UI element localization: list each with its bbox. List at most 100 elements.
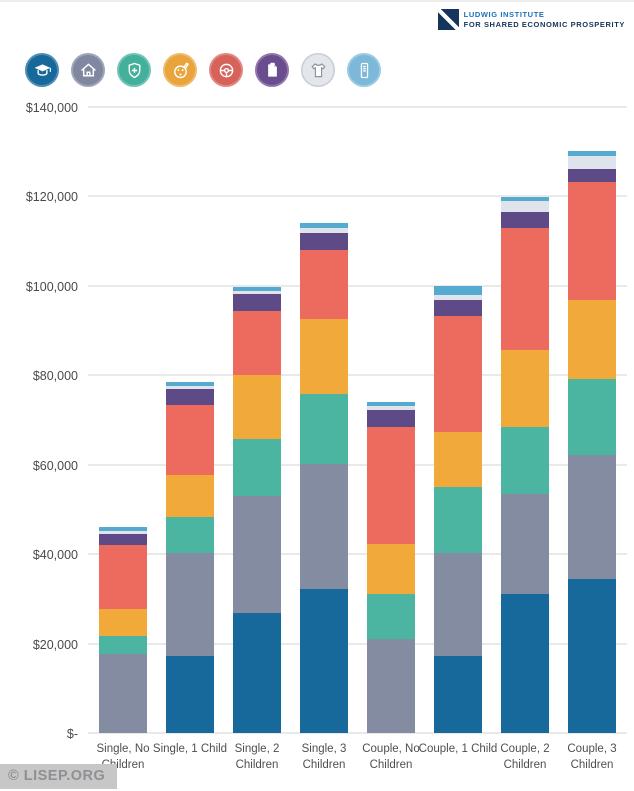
bar-segment-food-misc-orange bbox=[233, 375, 281, 439]
y-tick-label: $80,000 bbox=[32, 369, 78, 384]
bar-segment-healthcare bbox=[166, 516, 214, 554]
lisep-logo: LUDWIG INSTITUTE FOR SHARED ECONOMIC PRO… bbox=[437, 9, 625, 30]
bar-segment-misc-purple bbox=[300, 232, 348, 250]
bar-single-1-child bbox=[166, 107, 214, 733]
bar-segment-technology bbox=[434, 285, 482, 295]
bar-segment-misc-purple bbox=[568, 168, 616, 182]
gridline bbox=[88, 195, 627, 198]
bar-segment-childcare-education bbox=[501, 593, 549, 733]
bar-segment-healthcare bbox=[233, 438, 281, 497]
bar-segment-clothing bbox=[166, 386, 214, 389]
logo-line1: LUDWIG INSTITUTE bbox=[463, 9, 545, 19]
x-tick-label: Single, 3 Children bbox=[301, 743, 347, 772]
bar-segment-transportation bbox=[99, 545, 147, 609]
shield-cross-icon bbox=[117, 53, 151, 87]
bar-segment-childcare-education bbox=[434, 655, 482, 733]
bar-segment-transportation bbox=[568, 181, 616, 300]
y-tick-label: $40,000 bbox=[32, 548, 78, 563]
x-tick-label: Couple, 2 Children bbox=[500, 743, 550, 772]
bar-segment-transportation bbox=[367, 427, 415, 545]
gridline bbox=[88, 106, 627, 108]
bar-segment-transportation bbox=[300, 249, 348, 320]
bar-segment-housing bbox=[434, 553, 482, 656]
bar-segment-childcare-education bbox=[233, 612, 281, 733]
plot-area bbox=[88, 106, 627, 734]
y-tick-label: $120,000 bbox=[25, 190, 78, 205]
bar-segment-technology bbox=[233, 286, 281, 291]
bar-couple-1-child bbox=[434, 107, 482, 733]
bar-segment-housing bbox=[501, 493, 549, 594]
lisep-logo-text: LUDWIG INSTITUTE FOR SHARED ECONOMIC PRO… bbox=[464, 10, 625, 30]
mobile-phone-icon bbox=[347, 53, 381, 87]
bar-segment-transportation bbox=[166, 404, 214, 475]
bar-segment-technology bbox=[300, 222, 348, 228]
bar-segment-food-misc-orange bbox=[166, 475, 214, 517]
bar-single-3-children bbox=[300, 107, 348, 733]
bar-segment-clothing bbox=[233, 290, 281, 294]
x-tick-label: Couple, No Children bbox=[362, 743, 420, 772]
bar-segment-housing bbox=[367, 638, 415, 733]
t-shirt-icon bbox=[301, 53, 335, 87]
bar-segment-healthcare bbox=[99, 636, 147, 655]
bar-segment-healthcare bbox=[434, 486, 482, 554]
gridline bbox=[88, 284, 627, 287]
bar-segment-food-misc-orange bbox=[434, 432, 482, 487]
bar-segment-technology bbox=[99, 527, 147, 532]
house-icon bbox=[71, 53, 105, 87]
bar-segment-clothing bbox=[434, 294, 482, 300]
gridline bbox=[88, 732, 627, 734]
bar-segment-healthcare bbox=[300, 394, 348, 464]
lisep-logo-mark-icon bbox=[437, 9, 459, 30]
bar-segment-clothing bbox=[501, 200, 549, 212]
bar-segment-housing bbox=[166, 553, 214, 656]
bar-single-no-children bbox=[99, 107, 147, 733]
category-icon-legend bbox=[25, 53, 381, 87]
bar-segment-misc-purple bbox=[501, 211, 549, 228]
y-tick-label: $20,000 bbox=[32, 637, 78, 652]
bar-segment-misc-purple bbox=[233, 293, 281, 311]
bar-segment-transportation bbox=[501, 227, 549, 350]
bar-segment-technology bbox=[166, 382, 214, 387]
bar-segment-clothing bbox=[99, 531, 147, 535]
bar-segment-misc-purple bbox=[434, 299, 482, 316]
bar-segment-misc-purple bbox=[367, 410, 415, 428]
gridline bbox=[88, 463, 627, 466]
bar-segment-healthcare bbox=[367, 593, 415, 639]
steering-wheel-icon bbox=[209, 53, 243, 87]
x-tick-label: Single, 1 Child bbox=[152, 743, 228, 755]
y-tick-label: $100,000 bbox=[25, 279, 78, 294]
bar-segment-childcare-education bbox=[166, 655, 214, 733]
bar-segment-housing bbox=[300, 463, 348, 590]
bar-segment-food-misc-orange bbox=[99, 608, 147, 637]
top-divider bbox=[0, 0, 634, 2]
bar-segment-housing bbox=[99, 654, 147, 733]
x-tick-label: Couple, 1 Child bbox=[418, 743, 498, 755]
x-axis: Single, No Children Single, 1 Child Single… bbox=[88, 741, 627, 785]
bar-segment-clothing bbox=[367, 406, 415, 411]
y-tick-label: $- bbox=[66, 727, 78, 741]
bar-segment-food-misc-orange bbox=[300, 319, 348, 395]
bar-segment-clothing bbox=[300, 227, 348, 233]
bar-segment-healthcare bbox=[568, 379, 616, 455]
clipboard-icon bbox=[255, 53, 289, 87]
bar-single-2-children bbox=[233, 107, 281, 733]
x-tick-label: Single, 2 Children bbox=[234, 743, 280, 772]
graduation-cap-icon bbox=[25, 53, 59, 87]
y-tick-label: $140,000 bbox=[25, 101, 78, 115]
bar-segment-childcare-education bbox=[568, 579, 616, 733]
bar-segment-food-misc-orange bbox=[501, 349, 549, 428]
paint-palette-icon bbox=[163, 53, 197, 87]
logo-line2: FOR SHARED ECONOMIC PROSPERITY bbox=[463, 19, 625, 29]
bar-segment-childcare-education bbox=[300, 589, 348, 733]
y-axis: $- $20,000 $40,000 $60,000 $80,000 $100,000 $1… bbox=[0, 101, 80, 741]
bar-segment-misc-purple bbox=[166, 388, 214, 405]
bar-segment-technology bbox=[568, 150, 616, 156]
bar-segment-housing bbox=[568, 454, 616, 580]
gridline bbox=[88, 642, 627, 645]
bar-couple-no-children bbox=[367, 107, 415, 733]
gridline bbox=[88, 374, 627, 377]
bar-couple-3-children bbox=[568, 107, 616, 733]
bar-segment-misc-purple bbox=[99, 534, 147, 546]
gridline bbox=[88, 553, 627, 556]
